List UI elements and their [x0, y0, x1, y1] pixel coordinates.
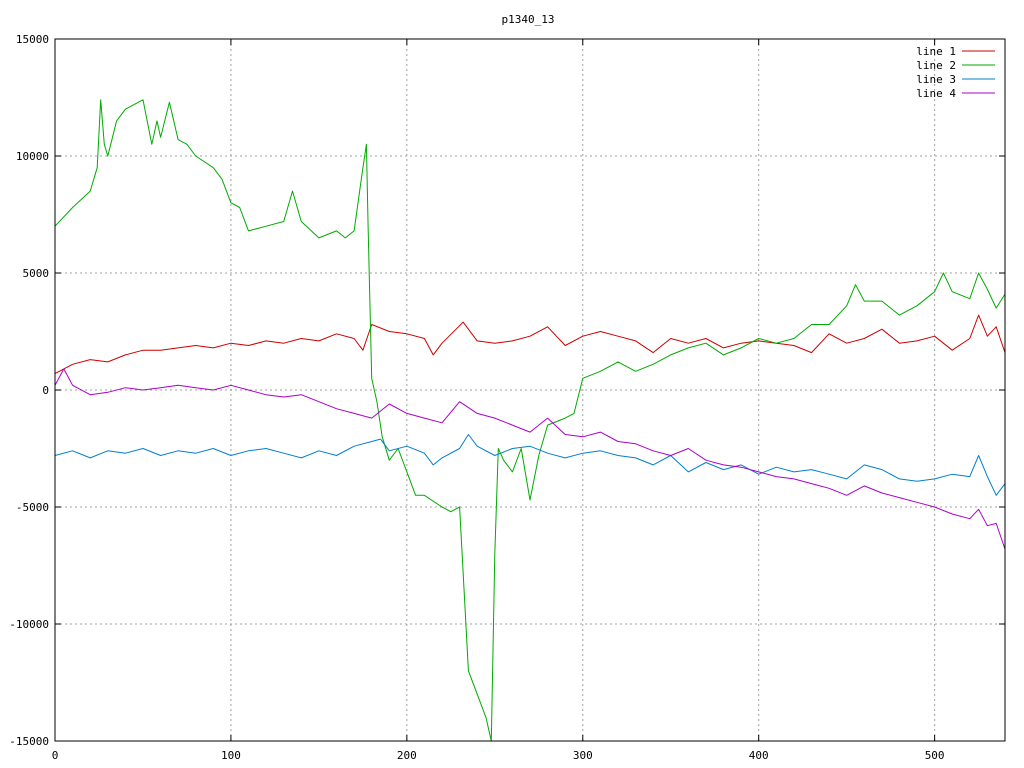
x-axis-ticks: 0 100 200 300 400 500 — [52, 39, 945, 762]
y-axis-ticks: -15000 -10000 -5000 0 5000 10000 15000 — [9, 33, 1005, 748]
y-tick-label: 0 — [42, 384, 49, 397]
legend-label-3: line 3 — [916, 73, 956, 86]
x-tick-label: 400 — [749, 749, 769, 762]
y-tick-label: -5000 — [16, 501, 49, 514]
y-tick-label: -15000 — [9, 735, 49, 748]
x-tick-label: 100 — [221, 749, 241, 762]
y-tick-label: 15000 — [16, 33, 49, 46]
legend-label-4: line 4 — [916, 87, 956, 100]
y-tick-label: -10000 — [9, 618, 49, 631]
x-tick-label: 500 — [925, 749, 945, 762]
legend-label-1: line 1 — [916, 45, 956, 58]
x-tick-label: 0 — [52, 749, 59, 762]
y-tick-label: 10000 — [16, 150, 49, 163]
x-tick-label: 300 — [573, 749, 593, 762]
series-line-2 — [54, 99, 1006, 742]
series-line-4 — [54, 368, 1006, 550]
x-tick-label: 200 — [397, 749, 417, 762]
series-lines — [54, 99, 1006, 742]
series-line-3 — [54, 434, 1006, 496]
chart-title: p1340_13 — [502, 13, 555, 26]
legend-label-2: line 2 — [916, 59, 956, 72]
grid-lines — [55, 39, 1005, 741]
series-line-1 — [54, 314, 1006, 375]
y-tick-label: 5000 — [23, 267, 50, 280]
